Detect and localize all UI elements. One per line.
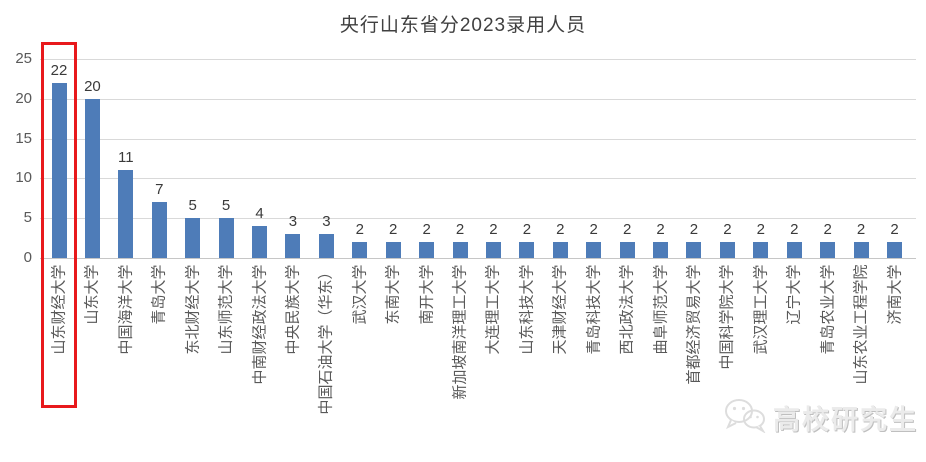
- bar: [84, 98, 100, 258]
- bar: [853, 242, 869, 258]
- x-category-label: 东北财经大学: [184, 264, 202, 355]
- bar-value-label: 3: [322, 213, 331, 231]
- bar-value-label: 2: [689, 221, 699, 239]
- x-category-label: 中央民族大学: [284, 264, 302, 355]
- bar: [252, 226, 268, 258]
- x-category-label: 曲阜师范大学: [652, 264, 670, 355]
- bar: [51, 82, 67, 258]
- bar: [185, 218, 201, 258]
- gridline: [40, 258, 916, 259]
- bar-value-label: 2: [422, 221, 431, 239]
- x-category-label: 中国石油大学（华东）: [317, 264, 335, 415]
- bar-value-label: 4: [255, 205, 264, 223]
- bar: [653, 242, 669, 258]
- bar-value-label: 2: [823, 221, 832, 239]
- bar: [452, 242, 468, 258]
- bar-value-label: 2: [856, 221, 866, 239]
- watermark-text: 高校研究生: [773, 405, 918, 435]
- bar: [419, 242, 435, 258]
- bar: [753, 242, 769, 258]
- x-category-label: 新加坡南洋理工大学: [451, 264, 469, 400]
- bar-value-label: 2: [389, 221, 398, 239]
- y-tick-label: 15: [15, 129, 32, 147]
- x-category-label: 青岛大学: [150, 264, 168, 325]
- x-category-label: 武汉大学: [351, 264, 369, 325]
- bar-value-label: 7: [155, 181, 164, 199]
- bar-value-label: 5: [188, 197, 197, 215]
- bar-value-label: 2: [723, 221, 732, 239]
- x-category-label: 青岛科技大学: [585, 264, 603, 355]
- bar: [887, 242, 902, 258]
- bar-value-label: 2: [622, 221, 632, 239]
- y-tick-label: 0: [23, 249, 32, 266]
- bar: [519, 242, 535, 258]
- bar: [385, 242, 401, 258]
- x-category-label: 天津财经大学: [551, 264, 569, 355]
- bar-value-label: 2: [355, 221, 364, 239]
- bar: [218, 218, 234, 258]
- y-tick-label: 5: [23, 209, 32, 227]
- y-tick-label: 20: [15, 89, 32, 107]
- gridline: [40, 218, 916, 220]
- bar-value-label: 11: [118, 149, 134, 167]
- bar: [586, 242, 602, 258]
- x-category-label: 南开大学: [418, 264, 436, 325]
- bar: [485, 242, 501, 258]
- chart-title: 央行山东省分2023录用人员: [339, 15, 587, 36]
- bar-value-label: 2: [790, 221, 799, 239]
- y-tick-label: 10: [15, 169, 32, 187]
- bar: [552, 242, 568, 258]
- bar: [786, 242, 802, 258]
- x-category-label: 中国海洋大学: [117, 264, 135, 355]
- bar: [719, 242, 735, 258]
- bar: [318, 234, 334, 258]
- bar-value-label: 2: [522, 221, 532, 239]
- bar: [686, 242, 702, 258]
- x-category-label: 中南财经政法大学: [251, 264, 269, 385]
- x-category-label: 山东科技大学: [518, 264, 536, 355]
- bar-value-label: 2: [890, 221, 899, 239]
- x-category-label: 东南大学: [384, 264, 402, 325]
- bar: [352, 242, 368, 258]
- watermark: 高校研究生: [723, 397, 918, 438]
- bar: [118, 170, 134, 258]
- highlight-box: [41, 42, 77, 408]
- bar: [151, 202, 167, 258]
- gridline: [40, 178, 916, 180]
- bar-value-label: 20: [84, 77, 101, 95]
- gridline: [40, 59, 916, 60]
- bar: [619, 242, 635, 258]
- bar: [285, 234, 301, 258]
- bar-value-label: 2: [556, 221, 565, 239]
- bar-value-label: 2: [756, 221, 765, 239]
- bar-value-label: 2: [489, 221, 498, 239]
- bar-value-label: 5: [221, 197, 231, 215]
- y-tick-label: 25: [15, 50, 32, 67]
- gridline: [40, 98, 916, 100]
- bar-value-label: 2: [455, 221, 465, 239]
- bar-value-label: 2: [589, 221, 598, 239]
- wechat-icon: [723, 397, 767, 438]
- gridline: [40, 138, 916, 140]
- bar-value-label: 3: [288, 213, 298, 231]
- bar: [820, 242, 836, 258]
- x-category-label: 山东大学: [83, 264, 101, 325]
- x-category-label: 山东师范大学: [217, 264, 235, 355]
- x-category-label: 西北政法大学: [618, 264, 636, 355]
- x-category-label: 首都经济贸易大学: [685, 264, 703, 385]
- bar-value-label: 2: [656, 221, 665, 239]
- bar-value-label: 22: [50, 61, 68, 79]
- x-category-label: 大连理工大学: [484, 264, 502, 355]
